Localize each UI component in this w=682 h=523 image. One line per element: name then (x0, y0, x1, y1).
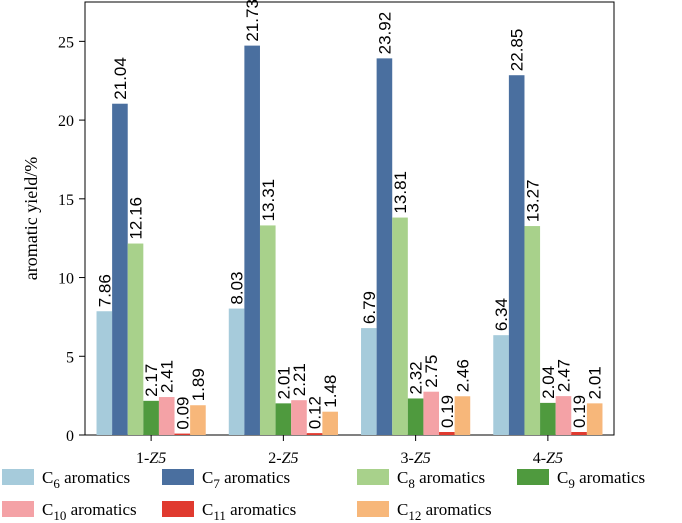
legend-entry: C7 aromatics (202, 468, 290, 491)
plot-area: 0 5 10 15 20 25 1-Z5 7.86 21.04 12.16 2.172.41 0.09… (58, 0, 615, 467)
bar (586, 403, 603, 435)
data-label: 6.34 (492, 298, 511, 331)
bar (275, 403, 292, 435)
legend: C6 aromatics C7 aromatics C8 aromatics C9 a… (2, 468, 645, 523)
y-tick-label: 5 (66, 349, 74, 366)
y-axis-label: aromatic yield/% (21, 157, 41, 280)
data-label: 2.41 (158, 360, 177, 393)
y-tick-label: 10 (58, 271, 74, 288)
data-label: 13.81 (391, 171, 410, 214)
x-tick-label: 1-Z5 (136, 450, 166, 467)
bar (143, 400, 159, 435)
data-label: 21.73 (243, 0, 262, 42)
legend-swatch (2, 501, 34, 517)
y-tick-label: 15 (58, 192, 74, 209)
bar (571, 432, 587, 435)
bar (127, 243, 144, 435)
legend-swatch (162, 469, 194, 485)
data-label: 2.21 (290, 363, 309, 396)
data-label: 2.04 (539, 366, 558, 399)
y-tick-label: 25 (58, 34, 74, 51)
data-label: 2.75 (422, 355, 441, 388)
bar (508, 75, 525, 435)
plot-frame (84, 1, 615, 436)
data-label: 1.89 (189, 368, 208, 401)
bar (493, 335, 509, 435)
x-tick-label: 3-Z5 (401, 450, 431, 467)
legend-swatch (2, 469, 34, 485)
data-label: 23.92 (375, 12, 394, 55)
x-tick-label: 2-Z5 (268, 450, 298, 467)
x-tick-label: 4-Z5 (533, 450, 563, 467)
legend-entry: C8 aromatics (397, 468, 485, 491)
bar (454, 396, 471, 435)
data-label: 1.48 (321, 375, 340, 408)
bar (244, 45, 260, 436)
data-label: 13.31 (259, 179, 278, 222)
legend-swatch (357, 501, 389, 517)
bar (439, 432, 455, 435)
bar (361, 328, 377, 435)
data-label: 2.47 (554, 359, 573, 392)
bar (306, 433, 323, 435)
legend-entry: C9 aromatics (557, 468, 645, 491)
legend-swatch (162, 501, 194, 517)
legend-swatch (517, 469, 549, 485)
data-label: 0.12 (306, 396, 325, 429)
bar (407, 398, 424, 435)
bar (392, 217, 408, 435)
data-label: 12.16 (127, 197, 146, 240)
legend-entry: C12 aromatics (397, 500, 492, 523)
data-label: 2.17 (142, 364, 161, 397)
bar (322, 411, 338, 435)
y-tick-label: 20 (58, 113, 74, 130)
bar (259, 225, 276, 435)
bar (423, 391, 440, 435)
bar (174, 433, 191, 435)
y-tick-label: 0 (66, 428, 74, 445)
data-label: 22.85 (508, 29, 527, 72)
bar (112, 103, 128, 435)
data-label: 2.32 (407, 361, 426, 394)
bar (190, 405, 206, 435)
data-label: 2.01 (586, 366, 605, 399)
data-label: 13.27 (523, 180, 542, 223)
bar (540, 402, 556, 435)
data-label: 2.46 (453, 359, 472, 392)
data-label: 21.04 (111, 57, 130, 100)
data-label: 8.03 (228, 271, 247, 304)
bar (96, 311, 113, 435)
data-label: 6.79 (360, 291, 379, 324)
legend-entry: C10 aromatics (42, 500, 137, 523)
bar (291, 400, 307, 435)
legend-entry: C11 aromatics (202, 500, 296, 523)
data-label: 0.09 (173, 396, 192, 429)
bar (555, 396, 572, 435)
bar (228, 308, 245, 435)
data-label: 0.19 (570, 395, 589, 428)
bar (524, 226, 541, 435)
data-label: 7.86 (95, 274, 114, 307)
data-label: 0.19 (438, 395, 457, 428)
bar (376, 58, 393, 436)
legend-entry: C6 aromatics (42, 468, 130, 491)
data-label: 2.01 (274, 366, 293, 399)
legend-swatch (357, 469, 389, 485)
bar (158, 397, 175, 435)
